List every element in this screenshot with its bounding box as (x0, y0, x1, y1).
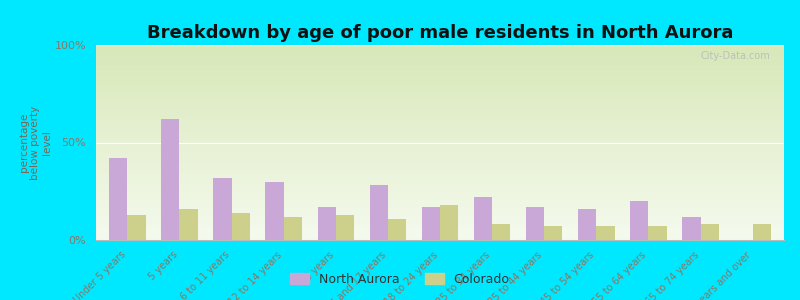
Bar (161, 119, 179, 240)
Bar (370, 185, 388, 240)
Bar (214, 178, 231, 240)
Bar (109, 158, 127, 240)
Bar (630, 201, 649, 240)
Text: City-Data.com: City-Data.com (701, 51, 770, 61)
Bar (596, 226, 614, 240)
Bar (422, 207, 440, 240)
Y-axis label: percentage
below poverty
level: percentage below poverty level (18, 105, 52, 180)
Bar (266, 182, 284, 240)
Bar (284, 217, 302, 240)
Bar (578, 209, 596, 240)
Legend: North Aurora, Colorado: North Aurora, Colorado (286, 268, 514, 291)
Bar (336, 215, 354, 240)
Bar (388, 218, 406, 240)
Bar (526, 207, 544, 240)
Bar (682, 217, 701, 240)
Bar (492, 224, 510, 240)
Bar (544, 226, 562, 240)
Bar (753, 224, 771, 240)
Bar (127, 215, 146, 240)
Bar (701, 224, 719, 240)
Title: Breakdown by age of poor male residents in North Aurora: Breakdown by age of poor male residents … (147, 24, 733, 42)
Bar (440, 205, 458, 240)
Bar (231, 213, 250, 240)
Bar (318, 207, 336, 240)
Bar (474, 197, 492, 240)
Bar (179, 209, 198, 240)
Bar (649, 226, 666, 240)
